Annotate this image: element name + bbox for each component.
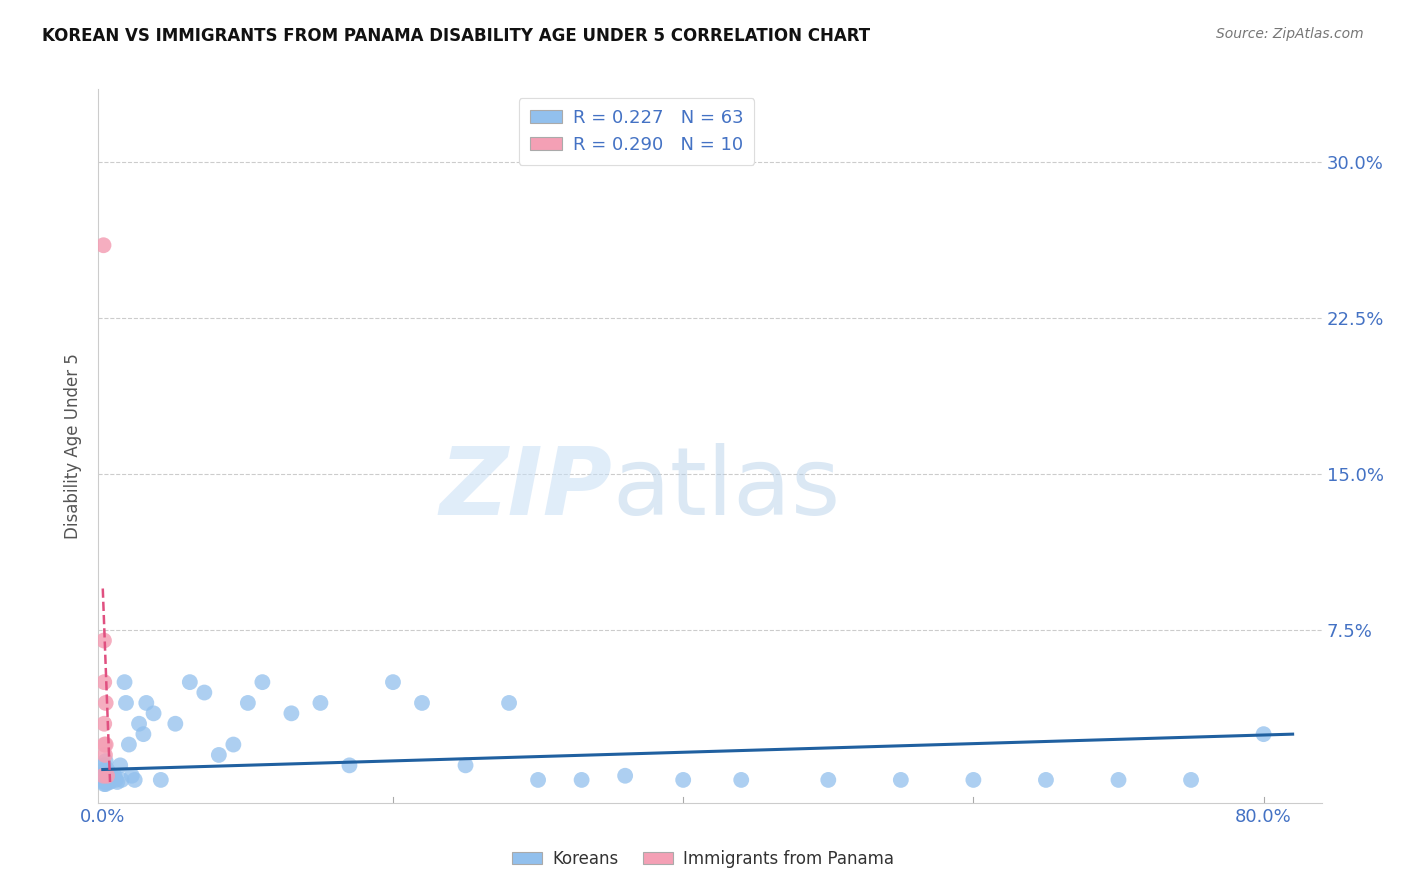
Point	[96, 769, 118, 783]
Point	[94, 764, 117, 779]
Point	[111, 772, 134, 787]
Point	[208, 747, 231, 762]
Point	[222, 738, 245, 752]
Point	[93, 758, 115, 772]
Point	[730, 772, 752, 787]
Point	[890, 772, 912, 787]
Y-axis label: Disability Age Under 5: Disability Age Under 5	[65, 353, 83, 539]
Point	[93, 769, 115, 783]
Point	[527, 772, 550, 787]
Point	[93, 777, 115, 791]
Legend: R = 0.227   N = 63, R = 0.290   N = 10: R = 0.227 N = 63, R = 0.290 N = 10	[519, 98, 755, 165]
Point	[135, 696, 157, 710]
Point	[108, 758, 131, 772]
Point	[411, 696, 433, 710]
Text: atlas: atlas	[612, 442, 841, 535]
Point	[97, 775, 120, 789]
Point	[97, 771, 120, 785]
Point	[817, 772, 839, 787]
Point	[105, 775, 128, 789]
Point	[103, 769, 125, 783]
Point	[94, 754, 117, 768]
Point	[98, 775, 121, 789]
Point	[104, 772, 127, 787]
Point	[142, 706, 165, 721]
Point	[236, 696, 259, 710]
Point	[96, 763, 118, 777]
Legend: Koreans, Immigrants from Panama: Koreans, Immigrants from Panama	[505, 844, 901, 875]
Point	[98, 766, 121, 780]
Point	[94, 772, 117, 787]
Point	[94, 777, 117, 791]
Point	[1253, 727, 1275, 741]
Point	[115, 696, 138, 710]
Point	[454, 758, 477, 772]
Point	[309, 696, 332, 710]
Point	[101, 771, 124, 785]
Point	[149, 772, 172, 787]
Point	[93, 675, 115, 690]
Point	[94, 775, 117, 789]
Point	[1108, 772, 1130, 787]
Point	[93, 769, 115, 783]
Point	[962, 772, 984, 787]
Point	[118, 738, 141, 752]
Point	[93, 633, 115, 648]
Point	[193, 685, 215, 699]
Point	[1180, 772, 1202, 787]
Point	[114, 675, 136, 690]
Point	[672, 772, 695, 787]
Point	[121, 769, 143, 783]
Point	[165, 716, 187, 731]
Point	[93, 238, 115, 252]
Point	[93, 772, 115, 787]
Point	[93, 716, 115, 731]
Point	[94, 738, 117, 752]
Point	[94, 696, 117, 710]
Point	[96, 769, 118, 783]
Point	[93, 775, 115, 789]
Point	[124, 772, 146, 787]
Point	[498, 696, 520, 710]
Text: KOREAN VS IMMIGRANTS FROM PANAMA DISABILITY AGE UNDER 5 CORRELATION CHART: KOREAN VS IMMIGRANTS FROM PANAMA DISABIL…	[42, 27, 870, 45]
Point	[339, 758, 361, 772]
Point	[128, 716, 150, 731]
Point	[280, 706, 302, 721]
Point	[132, 727, 155, 741]
Point	[571, 772, 593, 787]
Point	[179, 675, 201, 690]
Point	[93, 763, 115, 777]
Point	[94, 766, 117, 780]
Point	[252, 675, 274, 690]
Point	[382, 675, 405, 690]
Point	[93, 738, 115, 752]
Text: ZIP: ZIP	[439, 442, 612, 535]
Point	[1035, 772, 1057, 787]
Text: Source: ZipAtlas.com: Source: ZipAtlas.com	[1216, 27, 1364, 41]
Point	[94, 771, 117, 785]
Point	[614, 769, 637, 783]
Point	[94, 747, 117, 762]
Point	[100, 772, 122, 787]
Point	[96, 772, 118, 787]
